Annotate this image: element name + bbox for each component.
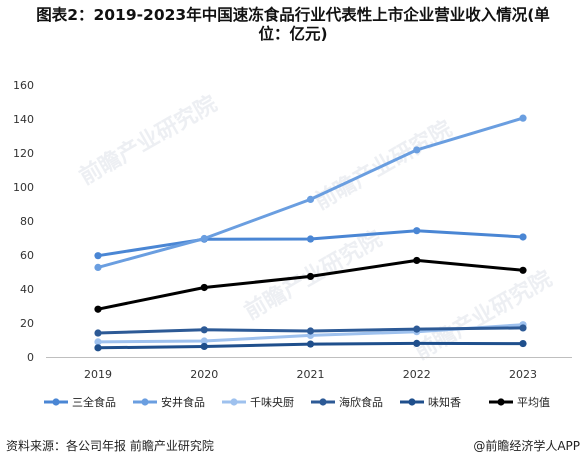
data-point <box>306 340 315 348</box>
data-point <box>519 339 527 348</box>
y-tick-label: 140 <box>13 113 34 126</box>
data-point <box>94 338 102 346</box>
data-point <box>94 252 102 260</box>
y-tick-label: 20 <box>20 317 34 330</box>
data-point <box>94 329 102 337</box>
data-point <box>200 283 208 292</box>
data-point <box>306 327 315 335</box>
data-point <box>200 342 208 351</box>
legend-swatch-marker <box>319 398 327 406</box>
legend-swatch-marker <box>497 398 505 406</box>
y-tick-label: 60 <box>20 249 34 262</box>
legend-label: 三全食品 <box>72 395 116 409</box>
x-axis: 2019 2020 2021 2022 2023 <box>46 357 572 381</box>
data-point <box>519 266 527 274</box>
data-point <box>306 235 315 243</box>
source-note: 资料来源：各公司年报 前瞻产业研究院 <box>6 439 214 453</box>
legend-label: 千味央厨 <box>250 396 294 409</box>
watermark-text: 前瞻产业研究院 <box>75 91 221 191</box>
watermark-text: 前瞻产业研究院 <box>410 266 556 366</box>
data-point <box>200 337 208 345</box>
series-lines <box>94 114 527 352</box>
y-tick-label: 120 <box>13 147 34 160</box>
data-point <box>94 344 102 352</box>
series-line <box>96 229 525 258</box>
data-point <box>413 256 421 265</box>
chart-title: 图表2：2019-2023年中国速冻食品行业代表性上市企业营业收入情况(单 位：… <box>0 6 586 44</box>
data-point <box>94 263 102 272</box>
data-point <box>519 114 527 122</box>
data-point <box>519 233 527 241</box>
x-tick-label: 2022 <box>403 368 431 381</box>
legend-swatch-marker <box>141 398 149 406</box>
data-point <box>413 227 421 235</box>
data-point <box>306 195 315 204</box>
x-tick-label: 2021 <box>297 368 325 381</box>
data-point <box>306 272 315 281</box>
y-axis: 0 20 40 60 80 100 120 140 160 <box>13 79 34 364</box>
legend-label: 平均值 <box>517 396 550 409</box>
legend-label: 海欣食品 <box>339 395 383 409</box>
legend-swatch-marker <box>230 398 238 406</box>
legend-swatch-marker <box>52 398 60 406</box>
data-point <box>519 324 527 332</box>
legend-label: 安井食品 <box>161 395 205 409</box>
brand-credit: @前瞻经济学人APP <box>473 439 580 453</box>
x-tick-label: 2019 <box>84 368 112 381</box>
x-tick-label: 2020 <box>190 368 218 381</box>
y-tick-label: 160 <box>13 79 34 92</box>
data-point <box>413 325 421 333</box>
data-point <box>200 326 208 334</box>
legend-label: 味知香 <box>428 395 461 409</box>
legend-swatch-marker <box>408 398 416 406</box>
x-tick-label: 2023 <box>509 368 537 381</box>
chart-title-line-2: 位：亿元) <box>258 25 328 43</box>
legend: 三全食品 安井食品 千味央厨 海欣食品 味知香 平均值 <box>44 395 550 409</box>
y-tick-label: 80 <box>20 215 34 228</box>
y-tick-label: 0 <box>27 351 34 364</box>
data-point <box>413 339 421 347</box>
data-point <box>200 234 208 243</box>
chart-title-line-1: 图表2：2019-2023年中国速冻食品行业代表性上市企业营业收入情况(单 <box>36 6 550 24</box>
data-point <box>413 146 421 154</box>
y-tick-label: 40 <box>20 283 34 296</box>
data-point <box>94 305 102 313</box>
y-tick-label: 100 <box>13 181 34 194</box>
